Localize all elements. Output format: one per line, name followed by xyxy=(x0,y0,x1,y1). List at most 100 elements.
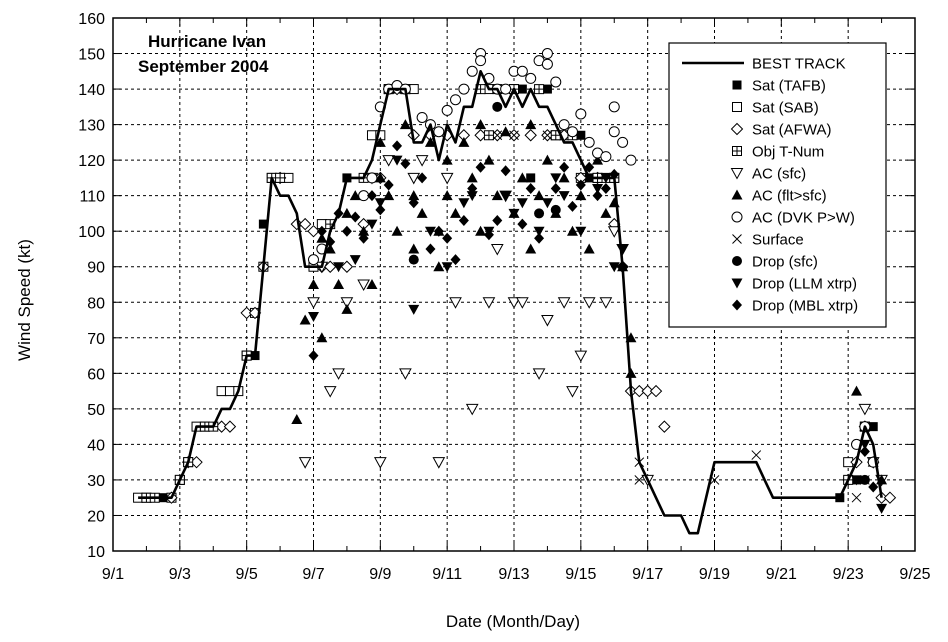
ac-flt-sfc-point xyxy=(299,314,311,325)
chart-title-line1: Hurricane Ivan xyxy=(148,32,266,51)
ac-sfc-point xyxy=(858,403,872,416)
y-tick-label: 100 xyxy=(78,224,105,241)
obj-t-num-point xyxy=(483,130,494,141)
ac-sfc-point xyxy=(357,279,370,292)
ac-flt-sfc-point xyxy=(341,207,353,218)
drop-llm-xtrp-point xyxy=(466,191,478,202)
drop-mbl-xtrp-point xyxy=(859,446,870,458)
ac-flt-sfc-point xyxy=(450,207,462,218)
ac-flt-sfc-point xyxy=(458,136,470,147)
ac-flt-sfc-point xyxy=(374,172,386,183)
ac-dvk-p-w-point xyxy=(516,65,528,77)
ac-flt-sfc-point xyxy=(341,303,353,314)
ac-flt-sfc-point xyxy=(533,190,545,201)
ac-flt-sfc-point xyxy=(558,172,570,183)
x-tick-label: 9/3 xyxy=(169,566,191,583)
ac-flt-sfc-point xyxy=(316,332,328,343)
y-tick-label: 130 xyxy=(78,118,105,135)
drop-llm-xtrp-point xyxy=(333,262,345,273)
legend-swatch-ac-flt-sfc xyxy=(731,189,743,200)
drop-mbl-xtrp-point xyxy=(559,161,570,173)
ac-dvk-p-w-point xyxy=(608,101,620,113)
sat-tafb-point xyxy=(258,219,268,229)
drop-llm-xtrp-point xyxy=(575,226,587,237)
ac-flt-sfc-point xyxy=(516,172,528,183)
ac-sfc-point xyxy=(599,297,613,309)
drop-sfc-point xyxy=(859,474,870,485)
legend-label-drop-llm-xtrp: Drop (LLM xtrp) xyxy=(752,276,857,293)
sat-afwa-point xyxy=(658,420,671,433)
ac-flt-sfc-point xyxy=(308,279,319,289)
x-tick-label: 9/13 xyxy=(498,566,529,583)
drop-llm-xtrp-point xyxy=(408,304,420,315)
ac-flt-sfc-point xyxy=(541,154,553,165)
drop-mbl-xtrp-point xyxy=(316,225,327,237)
drop-llm-xtrp-point xyxy=(508,208,520,219)
ac-sfc-point xyxy=(566,386,579,398)
sat-afwa-point xyxy=(633,384,646,398)
drop-llm-xtrp-point xyxy=(441,262,453,273)
sat-afwa-point xyxy=(649,384,663,398)
legend-label-ac-flt-sfc: AC (flt>sfc) xyxy=(752,188,827,205)
ac-sfc-point xyxy=(415,155,429,167)
drop-llm-xtrp-point xyxy=(349,255,361,266)
ac-flt-sfc-point xyxy=(851,385,863,396)
ac-sfc-point xyxy=(373,457,387,469)
ac-flt-sfc-point xyxy=(491,190,503,201)
drop-mbl-xtrp-point xyxy=(592,190,603,202)
legend-label-best-track: BEST TRACK xyxy=(752,56,846,73)
drop-mbl-xtrp-point xyxy=(383,179,394,191)
ac-flt-sfc-point xyxy=(525,119,537,130)
sat-afwa-point xyxy=(524,129,537,142)
drop-mbl-xtrp-point xyxy=(868,481,879,493)
sat-tafb-point xyxy=(576,130,586,140)
drop-llm-xtrp-point xyxy=(851,475,863,486)
x-tick-label: 9/23 xyxy=(833,566,864,583)
ac-dvk-p-w-point xyxy=(550,76,562,88)
drop-mbl-xtrp-point xyxy=(567,200,578,212)
drop-mbl-xtrp-point xyxy=(450,254,461,266)
ac-sfc-point xyxy=(516,297,529,309)
ac-dvk-p-w-point xyxy=(366,172,378,184)
y-tick-label: 110 xyxy=(79,189,105,206)
x-axis-title: Date (Month/Day) xyxy=(446,612,580,631)
drop-llm-xtrp-point xyxy=(500,191,512,202)
x-tick-label: 9/17 xyxy=(632,566,663,583)
legend-label-surface: Surface xyxy=(752,232,804,249)
drop-llm-xtrp-point xyxy=(608,262,620,273)
sat-tafb-point xyxy=(517,84,527,94)
ac-sfc-point xyxy=(532,368,546,380)
drop-mbl-xtrp-point xyxy=(408,197,419,209)
ac-dvk-p-w-point xyxy=(541,48,553,60)
legend-swatch-sat-tafb xyxy=(732,80,742,90)
ac-sfc-point xyxy=(507,297,521,309)
sat-afwa-point xyxy=(340,260,354,273)
drop-mbl-xtrp-point xyxy=(400,158,411,170)
ac-dvk-p-w-point xyxy=(433,126,445,138)
x-tick-label: 9/15 xyxy=(565,566,596,583)
drop-mbl-xtrp-point xyxy=(358,232,369,244)
sat-sab-point xyxy=(224,386,235,397)
ac-dvk-p-w-point xyxy=(466,65,478,77)
ac-flt-sfc-point xyxy=(291,414,303,425)
ac-flt-sfc-point xyxy=(408,243,420,254)
ac-sfc-point xyxy=(574,350,588,363)
y-tick-label: 20 xyxy=(87,508,105,525)
ac-dvk-p-w-point xyxy=(308,254,319,266)
series-best-track xyxy=(138,70,883,535)
drop-mbl-xtrp-point xyxy=(475,161,486,173)
drop-mbl-xtrp-point xyxy=(600,183,611,195)
sat-afwa-point xyxy=(324,260,337,273)
ac-flt-sfc-point xyxy=(349,190,361,201)
drop-sfc-point xyxy=(492,101,503,112)
drop-mbl-xtrp-point xyxy=(550,183,561,195)
drop-mbl-xtrp-point xyxy=(500,165,511,177)
ac-flt-sfc-point xyxy=(416,207,428,218)
y-tick-label: 80 xyxy=(87,295,105,312)
x-tick-label: 9/1 xyxy=(102,566,124,583)
ac-dvk-p-w-point xyxy=(450,94,462,106)
sat-afwa-point xyxy=(883,491,897,504)
drop-mbl-xtrp-point xyxy=(525,183,536,195)
drop-llm-xtrp-point xyxy=(458,198,470,209)
ac-dvk-p-w-point xyxy=(541,58,553,70)
